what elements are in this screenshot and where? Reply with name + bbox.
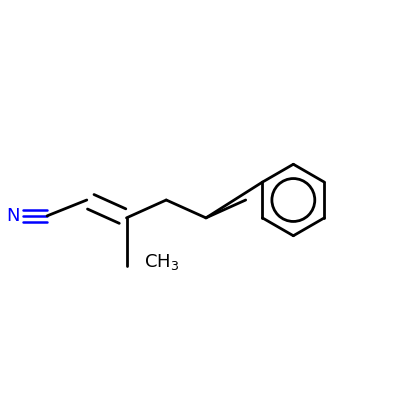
Text: CH$_3$: CH$_3$ — [144, 252, 180, 272]
Text: N: N — [6, 207, 20, 225]
